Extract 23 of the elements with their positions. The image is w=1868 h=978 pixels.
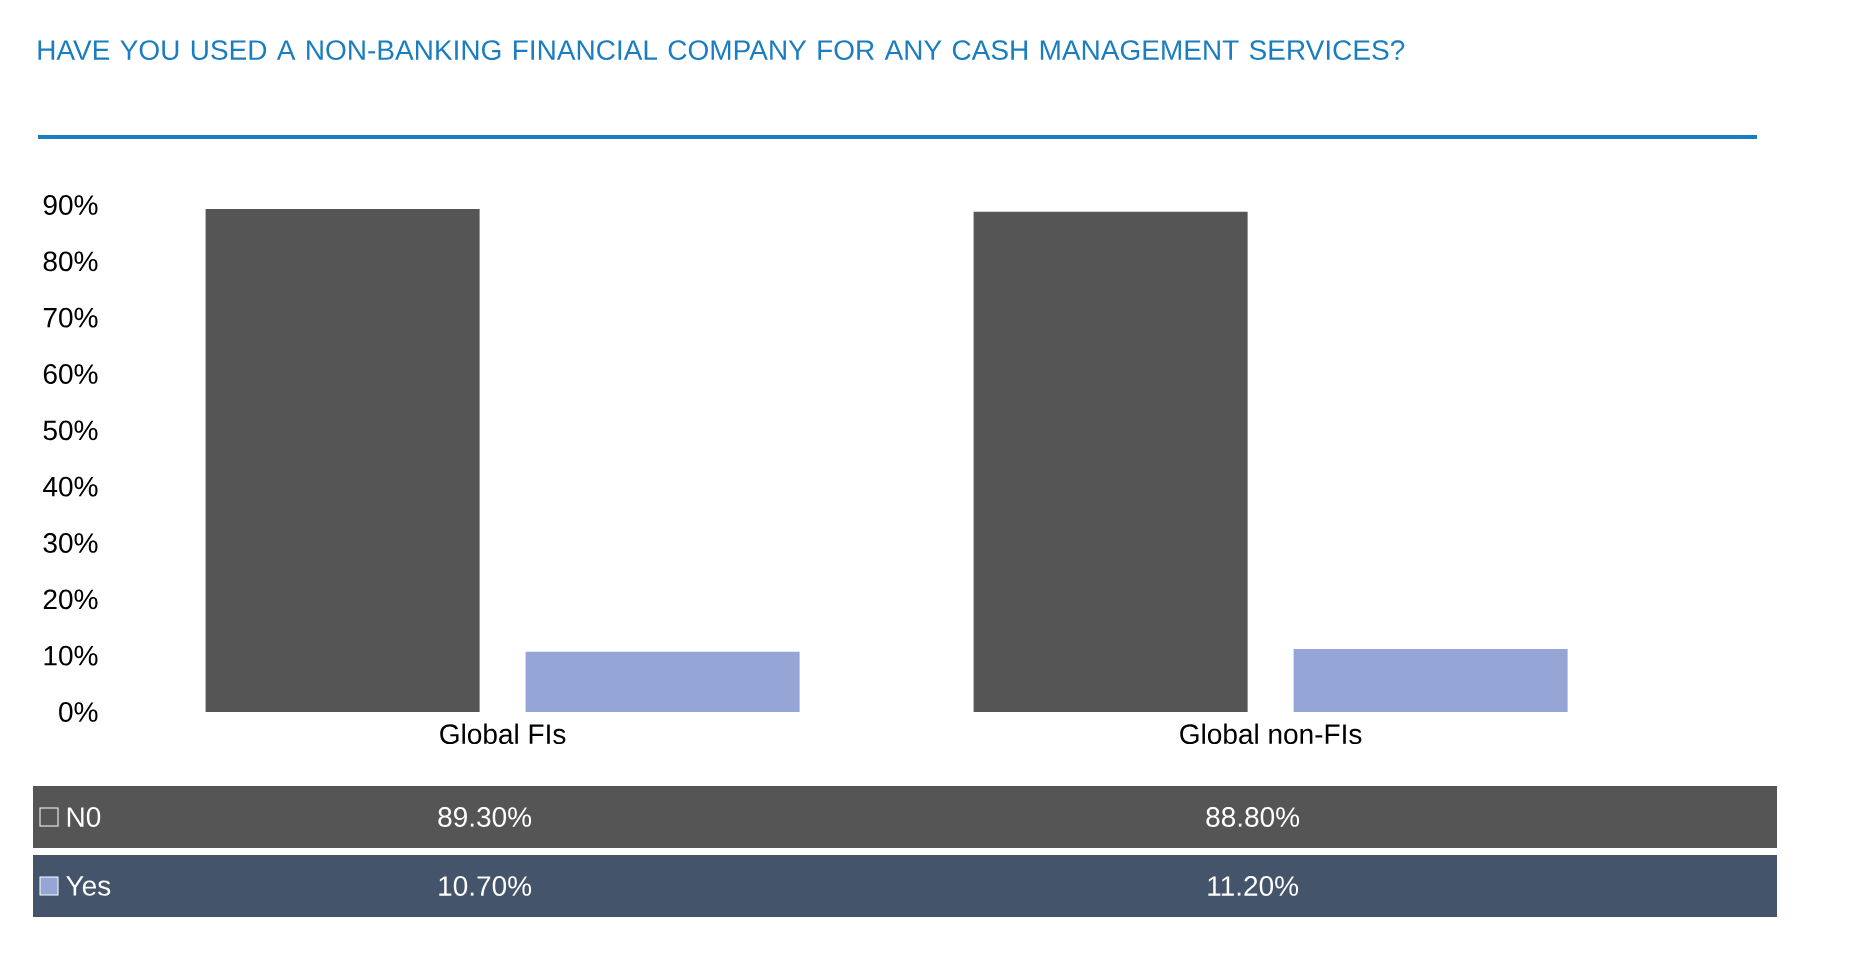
y-tick-label: 70% <box>43 307 98 328</box>
data-label: 11.20% <box>1208 876 1299 896</box>
legend-label: Yes <box>66 876 111 896</box>
y-tick-label: 80% <box>43 251 98 272</box>
x-tick-label: Global FIs <box>440 723 566 745</box>
y-tick-label: 40% <box>43 476 98 497</box>
data-label: 10.70% <box>439 876 532 896</box>
y-tick-label: 20% <box>43 589 98 610</box>
bar <box>525 651 800 712</box>
y-tick-label: 0% <box>59 702 98 722</box>
y-tick-label: 10% <box>44 645 98 666</box>
data-label: 88.80% <box>1206 807 1300 827</box>
y-tick-label: 50% <box>43 420 98 441</box>
bar <box>973 211 1248 712</box>
x-tick-label: Global non-FIs <box>1180 723 1362 745</box>
chart-title: HAVE YOU USED A NON-BANKING FINANCIAL COMPANY FOR ANY CASH MANAGEMENT SERVICES? <box>38 40 1405 61</box>
y-tick-label: 90% <box>43 195 98 215</box>
data-label: 89.30% <box>438 807 532 827</box>
bar <box>1293 648 1568 712</box>
legend-label: N0 <box>67 807 101 827</box>
y-tick-label: 30% <box>43 533 98 553</box>
bar <box>205 208 480 712</box>
y-tick-label: 60% <box>43 364 98 384</box>
